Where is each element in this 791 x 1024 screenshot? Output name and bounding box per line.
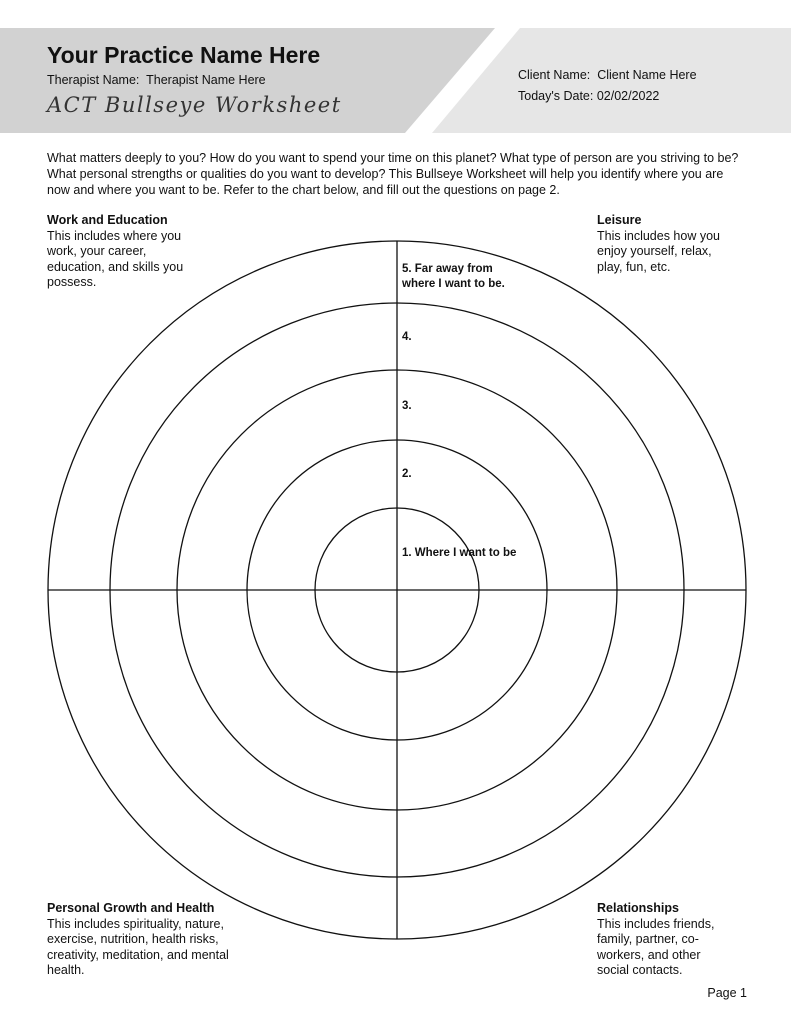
client-name: Client Name: Client Name Here: [518, 68, 697, 82]
quadrant-personal-growth: Personal Growth and Health This includes…: [47, 901, 247, 979]
quadrant-relationships: Relationships This includes friends, fam…: [597, 901, 732, 979]
quadrant-desc: This includes friends, family, partner, …: [597, 916, 715, 978]
quadrant-title: Leisure: [597, 213, 642, 227]
page-number: Page 1: [707, 986, 747, 1000]
therapist-name: Therapist Name: Therapist Name Here: [47, 73, 266, 87]
ring-1-label: 1. Where I want to be: [402, 547, 517, 559]
ring-4-label: 4.: [402, 331, 412, 343]
ring-2-label: 2.: [402, 468, 412, 480]
todays-date: Today's Date: 02/02/2022: [518, 89, 659, 103]
header-band: [0, 28, 791, 133]
quadrant-title: Work and Education: [47, 213, 168, 227]
quadrant-desc: This includes where you work, your caree…: [47, 228, 184, 290]
ring-5-label-line2: where I want to be.: [402, 278, 505, 290]
header-right-band: [432, 28, 791, 133]
date-value[interactable]: 02/02/2022: [596, 89, 660, 103]
intro-text: What matters deeply to you? How do you w…: [47, 151, 739, 197]
therapist-value[interactable]: Therapist Name Here: [146, 73, 266, 87]
quadrant-leisure: Leisure This includes how you enjoy your…: [597, 213, 732, 275]
practice-name: Your Practice Name Here: [47, 42, 321, 68]
ring-3-label: 3.: [402, 400, 412, 412]
quadrant-desc: This includes spirituality, nature, exer…: [47, 916, 229, 978]
quadrant-title: Relationships: [597, 901, 679, 915]
quadrant-work-education: Work and Education This includes where y…: [47, 213, 207, 291]
worksheet-title: ACT Bullseye Worksheet: [47, 93, 342, 117]
ring-5-label-line1: 5. Far away from: [402, 263, 493, 275]
header-left-band: [0, 28, 495, 133]
client-value[interactable]: Client Name Here: [597, 68, 697, 82]
date-label: Today's Date:: [518, 89, 594, 103]
quadrant-desc: This includes how you enjoy yourself, re…: [597, 228, 720, 274]
therapist-label: Therapist Name:: [47, 73, 140, 87]
ring-5-label: 5. Far away from where I want to be.: [402, 262, 505, 292]
client-label: Client Name:: [518, 68, 591, 82]
quadrant-title: Personal Growth and Health: [47, 901, 215, 915]
